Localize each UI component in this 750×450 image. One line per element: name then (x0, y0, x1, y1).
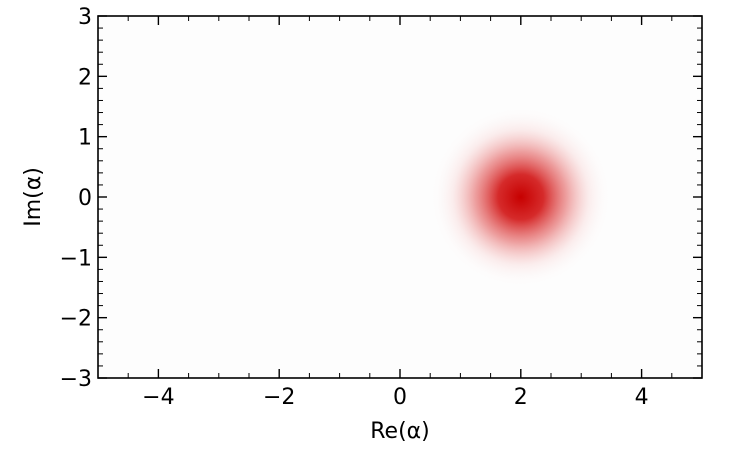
y-axis-label: Im(α) (21, 167, 46, 227)
x-tick-label: 2 (514, 385, 528, 410)
x-tick-label: 4 (635, 385, 649, 410)
y-tick-label: 2 (78, 65, 92, 90)
tick-labels: −4 −2 0 2 4 −3 −2 −1 0 1 2 3 (60, 5, 649, 410)
y-tick-label: 3 (78, 5, 92, 30)
y-tick-label: −2 (60, 307, 92, 332)
y-tick-label: 1 (78, 126, 92, 151)
x-tick-label: −2 (263, 385, 295, 410)
plot-area (98, 16, 702, 378)
x-axis-label: Re(α) (370, 419, 430, 444)
x-tick-label: −4 (142, 385, 174, 410)
y-tick-label: −1 (60, 246, 92, 271)
plot-frame (97, 15, 703, 379)
x-tick-label: 0 (393, 385, 407, 410)
tick-marks (97, 15, 703, 379)
y-tick-label: 0 (78, 186, 92, 211)
y-tick-label: −3 (60, 367, 92, 392)
gaussian-peak (430, 106, 612, 288)
